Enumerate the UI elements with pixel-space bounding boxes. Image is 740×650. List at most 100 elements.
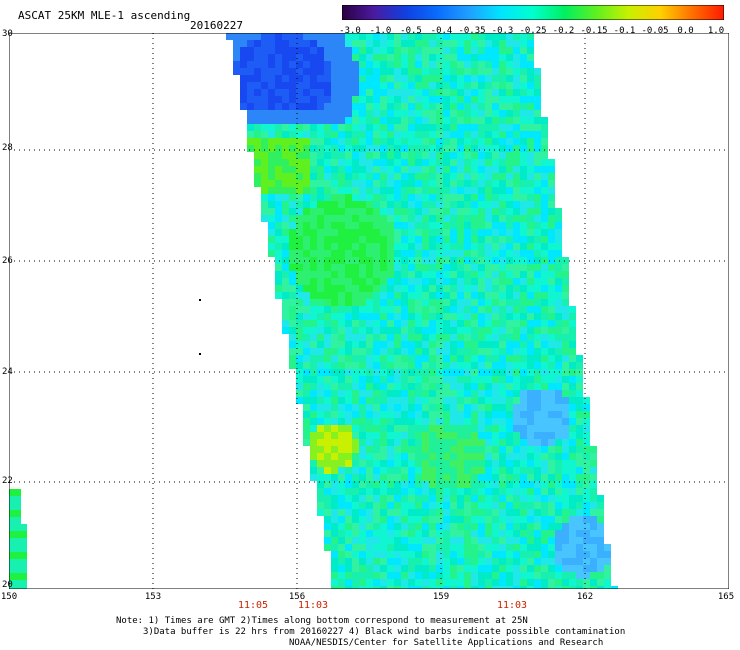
swath-cell [443,390,450,397]
swath-cell [366,341,373,348]
swath-cell [583,509,590,516]
swath-cell [576,439,583,446]
swath-cell [464,558,471,565]
swath-cell [373,110,380,117]
swath-cell [261,96,268,103]
swath-cell [352,558,359,565]
swath-cell [233,40,240,47]
swath-cell [485,215,492,222]
swath-cell [408,453,415,460]
swath-cell [387,117,394,124]
swath-cell [338,334,345,341]
swath-cell [338,47,345,54]
swath-cell [457,369,464,376]
swath-cell [380,145,387,152]
swath-cell [534,474,541,481]
swath-cell [268,145,275,152]
swath-cell [457,411,464,418]
swath-cell [422,54,429,61]
swath-cell [457,348,464,355]
swath-cell [331,180,338,187]
swath-cell [380,250,387,257]
swath-cell [520,299,527,306]
swath-cell [464,432,471,439]
swath-cell [331,383,338,390]
swath-cell [478,152,485,159]
swath-cell [345,530,352,537]
swath-cell [21,559,27,566]
swath-cell [422,397,429,404]
swath-cell [520,229,527,236]
swath-cell [317,355,324,362]
swath-cell [450,278,457,285]
swath-cell [387,278,394,285]
swath-cell [583,446,590,453]
swath-cell [289,166,296,173]
swath-cell [429,138,436,145]
swath-cell [331,397,338,404]
swath-cell [513,348,520,355]
swath-cell [408,215,415,222]
swath-cell [562,369,569,376]
swath-cell [478,348,485,355]
swath-cell [9,517,15,524]
swath-cell [387,369,394,376]
swath-cell [513,425,520,432]
swath-cell [380,320,387,327]
swath-cell [541,285,548,292]
swath-cell [324,481,331,488]
swath-cell [21,531,27,538]
swath-cell [485,341,492,348]
swath-cell [450,327,457,334]
swath-cell [296,355,303,362]
swath-cell [331,236,338,243]
swath-cell [401,117,408,124]
swath-cell [254,173,261,180]
swath-cell [457,586,464,589]
swath-cell [345,201,352,208]
swath-cell [443,418,450,425]
swath-cell [541,460,548,467]
swath-cell [562,425,569,432]
swath-cell [310,369,317,376]
swath-cell [394,222,401,229]
swath-cell [359,460,366,467]
swath-cell [534,544,541,551]
swath-cell [352,257,359,264]
swath-cell [366,509,373,516]
swath-cell [373,453,380,460]
swath-cell [338,376,345,383]
swath-cell [520,257,527,264]
swath-cell [436,173,443,180]
swath-cell [429,306,436,313]
swath-cell [415,586,422,589]
swath-cell [436,355,443,362]
swath-cell [506,166,513,173]
swath-cell [387,397,394,404]
swath-cell [429,89,436,96]
swath-cell [275,159,282,166]
swath-cell [590,453,597,460]
swath-cell [366,460,373,467]
swath-cell [422,138,429,145]
swath-cell [240,54,247,61]
swath-cell [548,530,555,537]
swath-cell [513,271,520,278]
swath-cell [520,82,527,89]
swath-cell [604,586,611,589]
swath-cell [492,285,499,292]
swath-cell [352,40,359,47]
swath-cell [408,544,415,551]
swath-cell [520,558,527,565]
swath-cell [345,47,352,54]
swath-cell [492,82,499,89]
swath-cell [576,565,583,572]
swath-cell [373,89,380,96]
swath-cell [499,565,506,572]
swath-cell [527,558,534,565]
swath-cell [527,131,534,138]
swath-cell [275,257,282,264]
swath-cell [513,362,520,369]
swath-cell [310,446,317,453]
swath-cell [352,250,359,257]
